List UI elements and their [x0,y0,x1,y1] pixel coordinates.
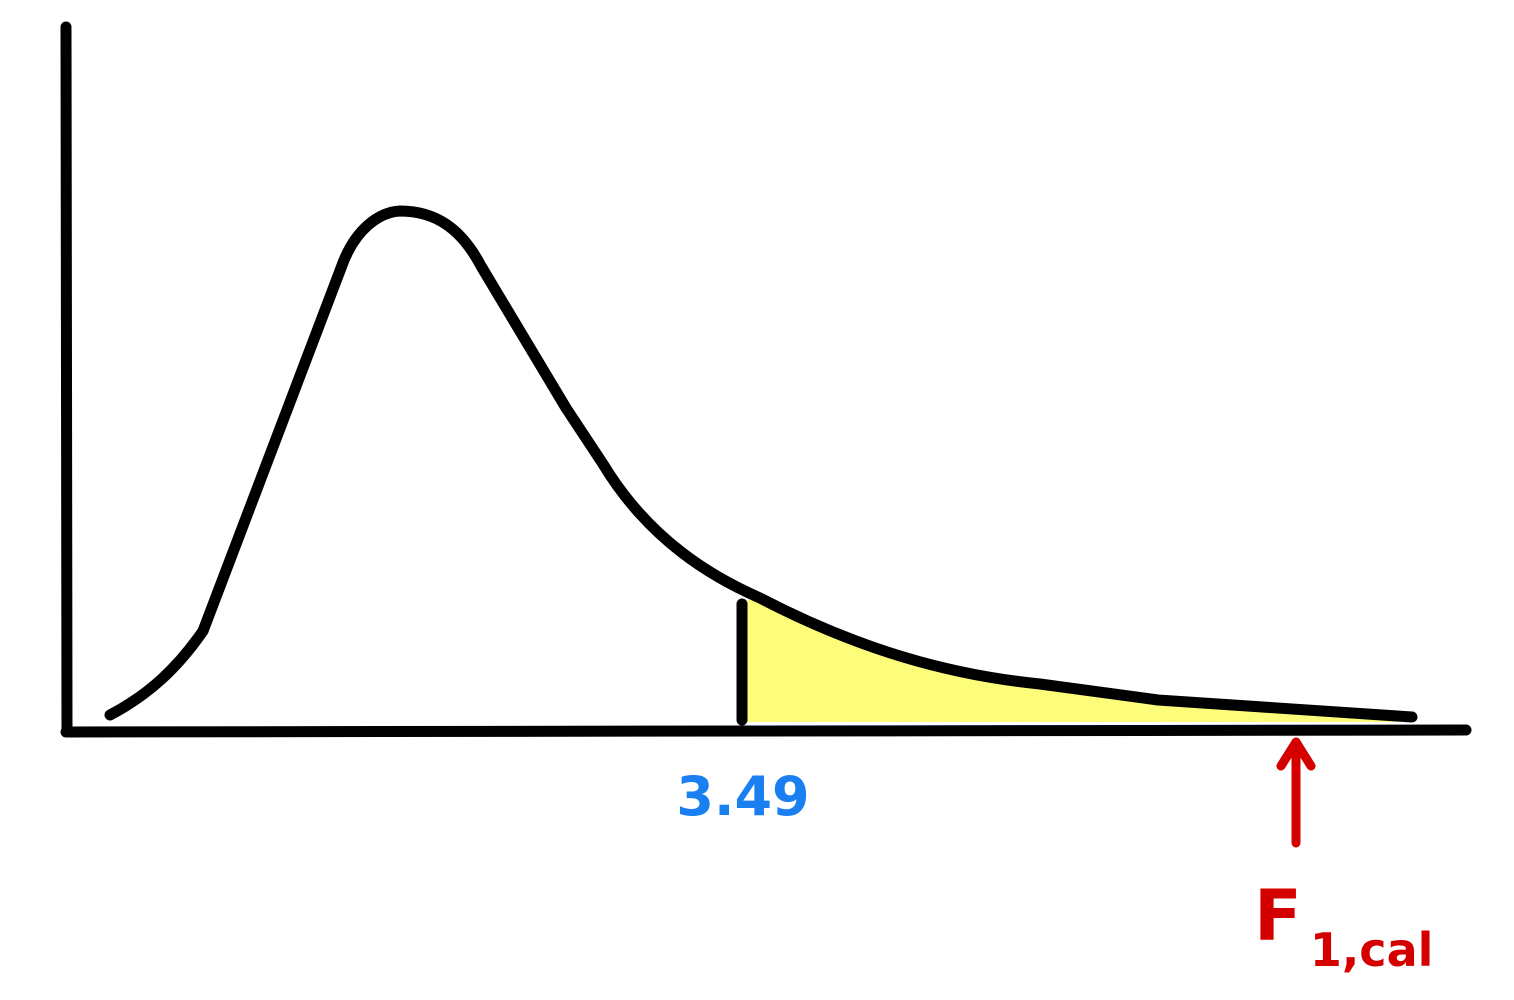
f-distribution-curve [104,205,1418,723]
calculated-f-label-subscript: 1,cal [1310,923,1434,977]
critical-value-label: 3.49 [676,765,809,828]
rejection-region [742,598,1412,722]
y-axis [60,21,73,737]
arrow-up-icon [1276,737,1316,771]
calculated-f-label: F 1,cal [1254,875,1433,977]
calculated-f-label-main: F [1254,875,1302,957]
x-axis [60,724,1472,738]
